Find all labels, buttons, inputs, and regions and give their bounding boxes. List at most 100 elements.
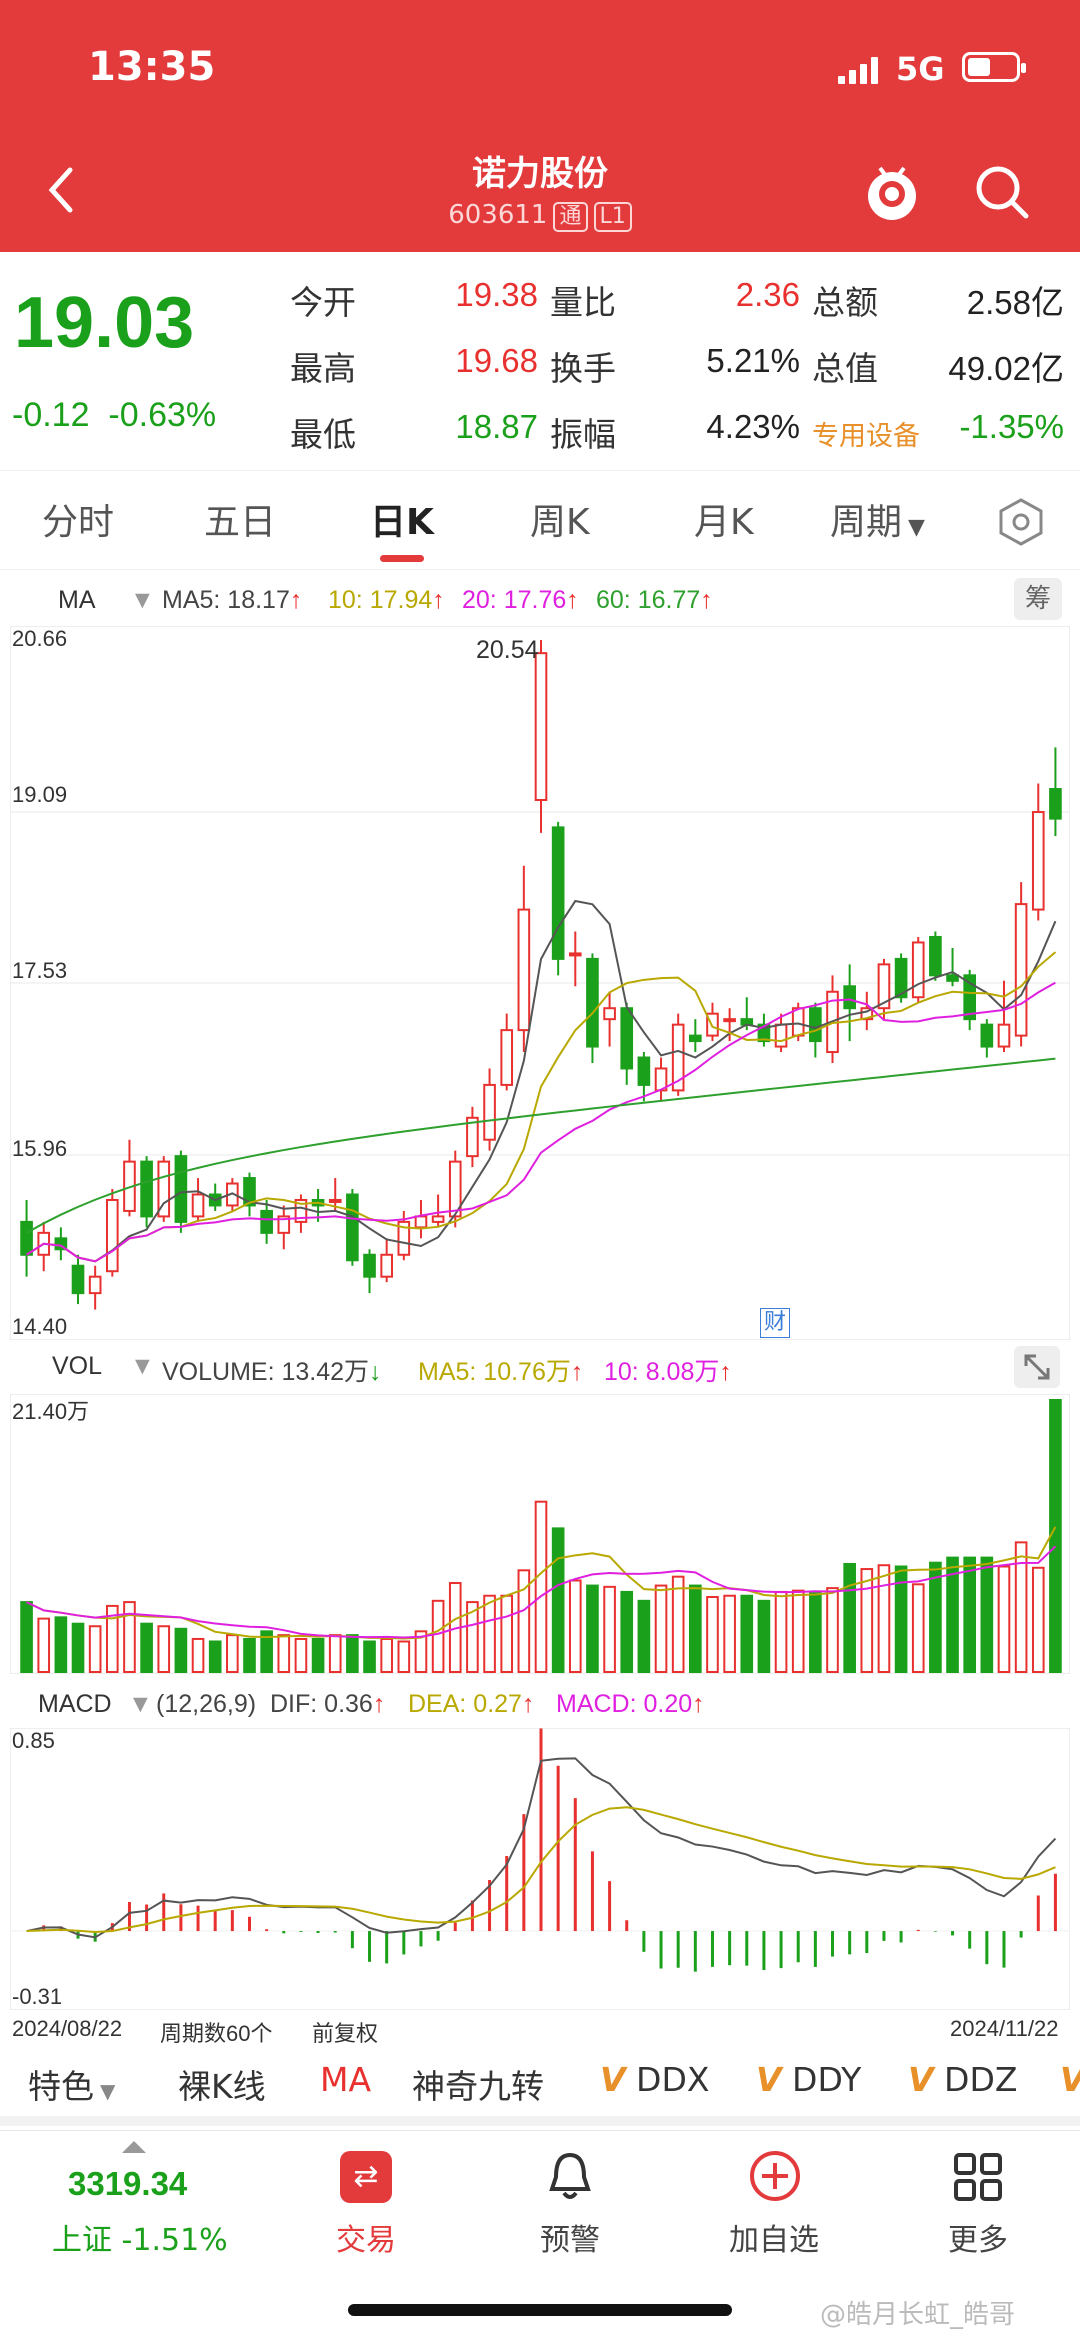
candle-body bbox=[20, 1220, 33, 1256]
tool-magic-nine[interactable]: 神奇九转 bbox=[412, 2067, 544, 2106]
candlestick-chart[interactable] bbox=[10, 626, 1070, 1340]
nav-more[interactable]: 更多 bbox=[898, 2131, 1058, 2331]
volume-bar bbox=[551, 1527, 565, 1673]
watermark: @皓月长虹_皓哥 bbox=[820, 2300, 1016, 2330]
index-name-change: 上证 -1.51% bbox=[52, 2223, 228, 2258]
tool-ma[interactable]: MA bbox=[320, 2060, 372, 2099]
candle-body bbox=[191, 1193, 205, 1218]
candle-body bbox=[791, 1007, 805, 1037]
chip-button[interactable]: 筹 bbox=[1014, 578, 1062, 620]
candle-body bbox=[963, 974, 977, 1021]
chart-period-tabs: 分时 五日 日K 周K 月K 周期 ▼ bbox=[0, 470, 1080, 570]
dea-legend: DEA: 0.27↑ bbox=[408, 1690, 535, 1718]
tab-yuek[interactable]: 月K bbox=[694, 502, 754, 543]
volume-bar bbox=[963, 1556, 977, 1674]
signal-icon bbox=[838, 56, 882, 84]
volume-bar bbox=[568, 1579, 582, 1673]
volume-bar bbox=[483, 1594, 496, 1673]
candle-body bbox=[929, 935, 942, 977]
dif-line bbox=[26, 1757, 1057, 1939]
vol-dropdown-icon[interactable]: ▼ bbox=[130, 1352, 155, 1380]
volume-bar bbox=[208, 1640, 222, 1674]
ma-dropdown-icon[interactable]: ▼ bbox=[130, 586, 155, 614]
candle-body bbox=[466, 1116, 479, 1158]
volume-bar bbox=[637, 1599, 651, 1673]
volume-bar bbox=[723, 1594, 736, 1673]
quote-label: 最低 bbox=[290, 415, 356, 454]
toolbar-divider bbox=[0, 2116, 1080, 2126]
badge-level: L1 bbox=[593, 202, 632, 232]
candle-body bbox=[431, 1215, 445, 1223]
quote-label[interactable]: 专用设备 bbox=[812, 421, 920, 452]
search-icon[interactable] bbox=[972, 162, 1032, 224]
candle-body bbox=[809, 1007, 822, 1043]
tool-ddx[interactable]: V DDX bbox=[600, 2060, 710, 2099]
vol-ma5-line bbox=[26, 1526, 1057, 1640]
price-change: -0.12 -0.63% bbox=[12, 396, 217, 434]
volume-bar bbox=[363, 1640, 376, 1674]
battery-icon bbox=[962, 52, 1026, 82]
tool-ddz[interactable]: V DDZ bbox=[908, 2060, 1018, 2099]
financial-report-marker[interactable]: 财 bbox=[760, 1308, 790, 1338]
candle-body bbox=[328, 1198, 342, 1203]
tab-period[interactable]: 周期 ▼ bbox=[830, 502, 925, 543]
vol-title[interactable]: VOL bbox=[52, 1352, 103, 1380]
home-indicator[interactable] bbox=[348, 2304, 732, 2316]
volume-bar bbox=[689, 1584, 702, 1674]
ma10-legend: 10: 17.94↑ bbox=[328, 586, 445, 614]
candle-body bbox=[586, 957, 599, 1048]
quote-value: 19.68 bbox=[455, 342, 538, 379]
volume-bar bbox=[791, 1589, 805, 1673]
tool-ddy[interactable]: V DDY bbox=[756, 2060, 862, 2099]
candle-body bbox=[140, 1160, 153, 1218]
tab-wuri[interactable]: 五日 bbox=[204, 502, 277, 543]
candle-body bbox=[54, 1237, 68, 1251]
dea-line bbox=[26, 1806, 1056, 1934]
quote-label: 振幅 bbox=[550, 415, 616, 454]
candle-body bbox=[88, 1275, 102, 1295]
candle-body bbox=[637, 1056, 651, 1086]
tab-fenshi[interactable]: 分时 bbox=[42, 502, 115, 543]
start-date: 2024/08/22 bbox=[12, 2016, 123, 2041]
macd-dropdown-icon[interactable]: ▼ bbox=[128, 1690, 153, 1718]
expand-icon[interactable] bbox=[1014, 1346, 1060, 1388]
candle-body bbox=[843, 985, 856, 1010]
settings-hex-icon[interactable] bbox=[996, 497, 1046, 547]
price-axis-4: 15.96 bbox=[12, 1136, 68, 1161]
tool-naked-k[interactable]: 裸K线 bbox=[178, 2067, 266, 2106]
price-axis-max: 20.66 bbox=[12, 626, 68, 651]
volume-bar bbox=[105, 1604, 119, 1673]
candle-body bbox=[105, 1198, 119, 1273]
tab-rik[interactable]: 日K bbox=[370, 502, 434, 543]
nav-trade[interactable]: ⇄ 交易 bbox=[286, 2131, 446, 2331]
back-icon[interactable] bbox=[42, 160, 82, 220]
trade-icon: ⇄ bbox=[340, 2151, 392, 2203]
volume-bar bbox=[157, 1625, 171, 1674]
volume-chart[interactable] bbox=[10, 1394, 1070, 1674]
dropdown-icon: ▼ bbox=[908, 515, 925, 540]
tab-zhouk[interactable]: 周K bbox=[530, 502, 590, 543]
macd-chart[interactable] bbox=[10, 1728, 1070, 2010]
status-time: 13:35 bbox=[88, 44, 216, 90]
candle-body bbox=[620, 1007, 634, 1070]
candle-body bbox=[689, 1034, 702, 1043]
adjust-mode[interactable]: 前复权 bbox=[312, 2021, 379, 2046]
index-widget[interactable]: 3319.34 上证 -1.51% bbox=[30, 2131, 230, 2331]
grid-icon bbox=[952, 2151, 1004, 2203]
candle-body bbox=[1014, 903, 1028, 1037]
quote-label: 总值 bbox=[812, 349, 878, 388]
tool-special[interactable]: 特色 ▼ bbox=[28, 2067, 116, 2106]
nav-alert[interactable]: 预警 bbox=[490, 2131, 650, 2331]
mascot-icon[interactable] bbox=[862, 160, 922, 226]
ma-title[interactable]: MA bbox=[58, 586, 96, 614]
volume-bar bbox=[346, 1634, 359, 1673]
macd-title[interactable]: MACD bbox=[38, 1690, 112, 1718]
volume-bar bbox=[397, 1640, 411, 1674]
volume-bar bbox=[740, 1594, 754, 1673]
nav-add-watchlist[interactable]: 加自选 bbox=[694, 2131, 854, 2331]
dif-legend: DIF: 0.36↑ bbox=[270, 1690, 386, 1718]
app-header: 13:35 5G 诺力股份 603611 通 L1 bbox=[0, 0, 1080, 252]
candle-body bbox=[346, 1193, 359, 1262]
candle-body bbox=[363, 1253, 376, 1278]
tool-more-clip[interactable]: V bbox=[1060, 2060, 1080, 2099]
